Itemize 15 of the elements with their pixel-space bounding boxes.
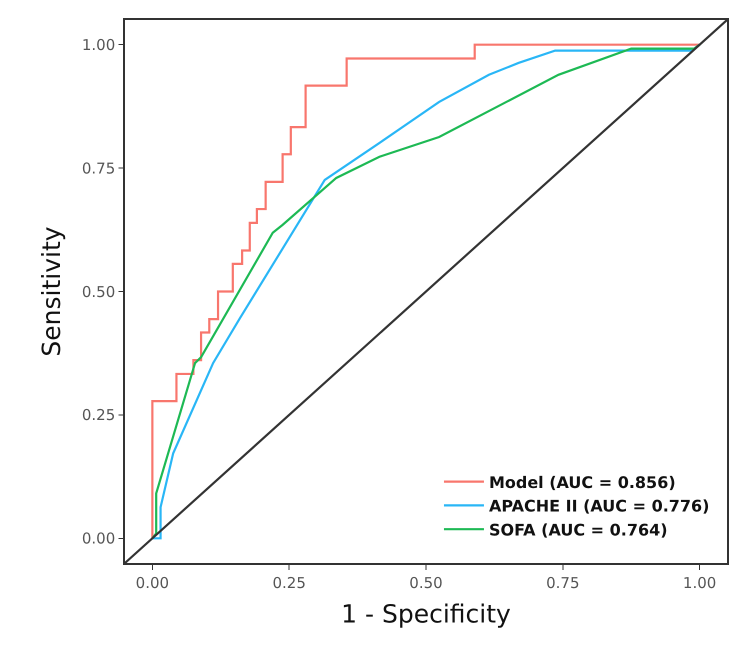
y-tick-label: 0.00 [82,530,116,548]
legend-label: Model (AUC = 0.856) [488,472,676,492]
legend-label: APACHE II (AUC = 0.776) [488,496,710,516]
x-tick-label: 1.00 [682,574,716,592]
y-axis-title: Sensitivity [37,226,66,357]
y-tick-label: 1.00 [82,36,116,54]
y-tick-label: 0.50 [82,282,116,301]
x-tick-label: 0.25 [272,574,306,592]
y-tick-label: 0.75 [82,159,116,178]
legend-label: SOFA (AUC = 0.764) [488,520,668,540]
y-tick-label: 0.25 [82,406,116,424]
x-axis-title: 1 - Specificity [341,599,512,628]
x-tick-label: 0.50 [409,574,443,592]
x-tick-label: 0.00 [136,574,170,592]
x-tick-label: 0.75 [546,574,580,592]
